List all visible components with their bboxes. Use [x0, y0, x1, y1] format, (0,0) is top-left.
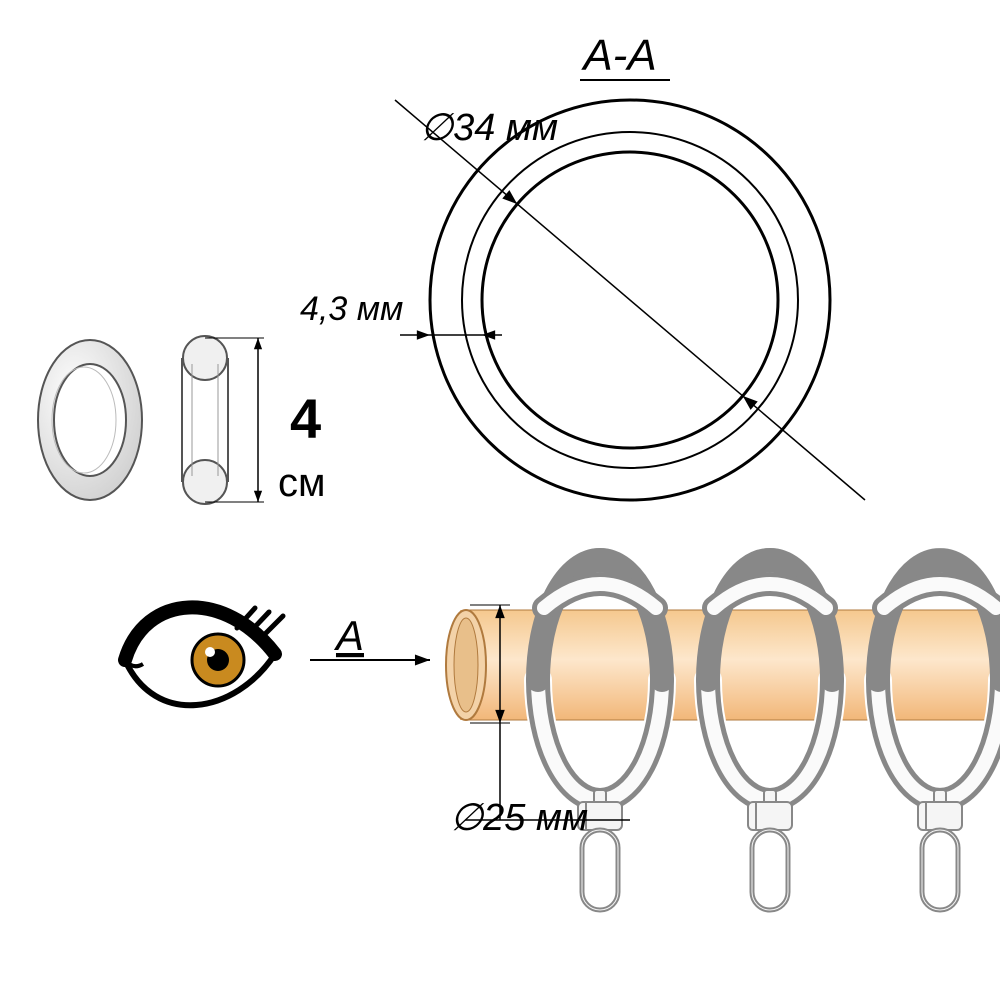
- hanging-ring: [684, 560, 856, 910]
- svg-text:A-A: A-A: [580, 31, 656, 80]
- eye-icon: [125, 607, 283, 705]
- svg-text:4,3 мм: 4,3 мм: [300, 290, 403, 328]
- svg-text:4: 4: [290, 387, 321, 450]
- svg-text:A: A: [333, 612, 364, 659]
- svg-text:см: см: [278, 461, 326, 505]
- svg-text:∅25 мм: ∅25 мм: [450, 797, 588, 839]
- ring-3d: [38, 340, 142, 500]
- hanging-ring: [854, 560, 1000, 910]
- svg-text:∅34 мм: ∅34 мм: [420, 107, 558, 149]
- hanging-ring: [514, 560, 686, 910]
